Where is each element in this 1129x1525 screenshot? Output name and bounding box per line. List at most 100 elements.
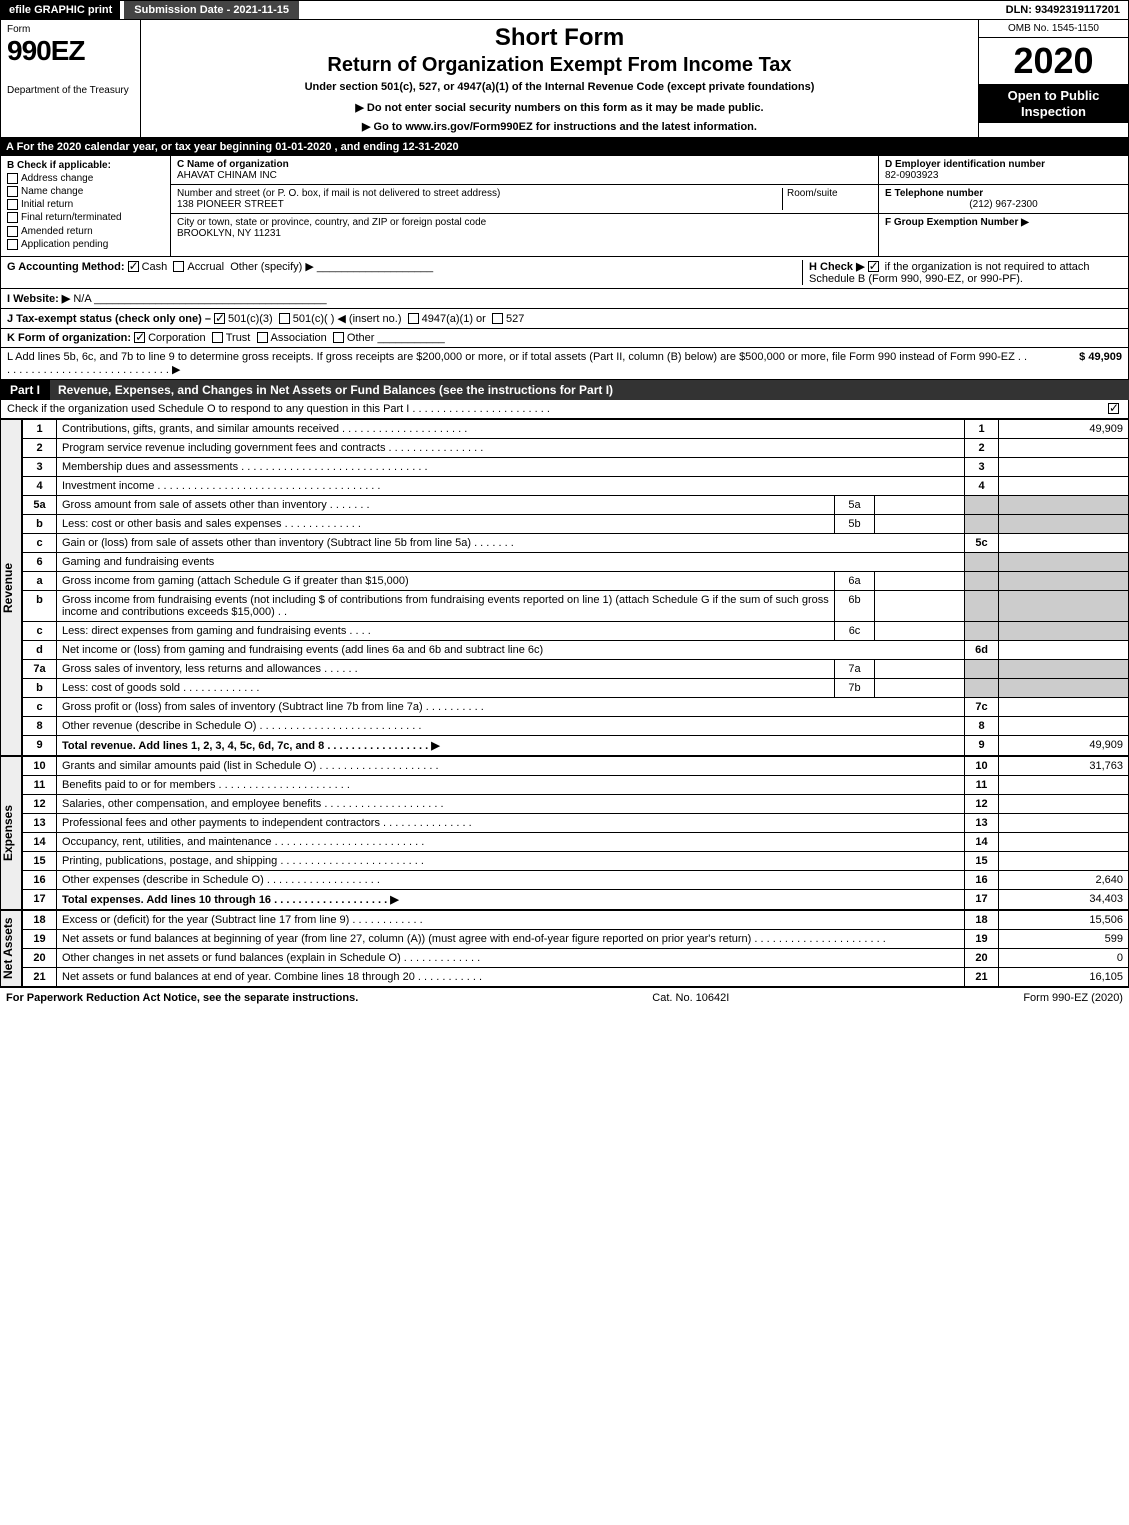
- checkbox-icon[interactable]: [7, 199, 18, 210]
- line-amount: [999, 533, 1129, 552]
- line-ref: 3: [965, 457, 999, 476]
- line-amount: [999, 775, 1129, 794]
- line-11: 11Benefits paid to or for members . . . …: [23, 775, 1129, 794]
- line-amount: [999, 476, 1129, 495]
- checkbox-icon[interactable]: [134, 332, 145, 343]
- f-label: F Group Exemption Number ▶: [885, 217, 1029, 228]
- line-amount: [999, 640, 1129, 659]
- sub-ref: 6c: [835, 621, 875, 640]
- checkbox-icon[interactable]: [333, 332, 344, 343]
- checkbox-icon[interactable]: [868, 261, 879, 272]
- dln-label: DLN: 93492319117201: [998, 1, 1128, 19]
- line-num: 11: [23, 775, 57, 794]
- header-right: OMB No. 1545-1150 2020 Open to Public In…: [978, 20, 1128, 137]
- checkbox-icon[interactable]: [128, 261, 139, 272]
- ein-value: 82-0903923: [885, 170, 1122, 181]
- check-application-pending[interactable]: Application pending: [7, 239, 164, 250]
- check-address-change[interactable]: Address change: [7, 173, 164, 184]
- tax-year: 2020: [979, 38, 1128, 84]
- line-num: 3: [23, 457, 57, 476]
- room-suite: Room/suite: [782, 188, 872, 210]
- g-accounting: G Accounting Method: Cash Accrual Other …: [7, 260, 802, 285]
- checkbox-icon[interactable]: [214, 313, 225, 324]
- revenue-table: 1Contributions, gifts, grants, and simil…: [22, 419, 1129, 756]
- line-amount-shade: [999, 590, 1129, 621]
- check-initial-return[interactable]: Initial return: [7, 199, 164, 210]
- checkbox-icon[interactable]: [7, 239, 18, 250]
- check-name-change[interactable]: Name change: [7, 186, 164, 197]
- line-5c: cGain or (loss) from sale of assets othe…: [23, 533, 1129, 552]
- line-amount: 16,105: [999, 967, 1129, 986]
- line-20: 20Other changes in net assets or fund ba…: [23, 948, 1129, 967]
- header-left: Form 990EZ Department of the Treasury: [1, 20, 141, 137]
- line-num: b: [23, 678, 57, 697]
- checkbox-icon[interactable]: [7, 212, 18, 223]
- line-amount: [999, 457, 1129, 476]
- checkbox-icon[interactable]: [7, 173, 18, 184]
- city-label: City or town, state or province, country…: [177, 217, 872, 228]
- phone-value: (212) 967-2300: [885, 199, 1122, 210]
- line-desc: Net assets or fund balances at end of ye…: [57, 967, 965, 986]
- form-header: Form 990EZ Department of the Treasury Sh…: [0, 20, 1129, 138]
- omb-number: OMB No. 1545-1150: [979, 20, 1128, 38]
- org-info: C Name of organization AHAVAT CHINAM INC…: [171, 156, 878, 256]
- checkbox-icon[interactable]: [7, 186, 18, 197]
- line-amount: 15,506: [999, 910, 1129, 929]
- line-desc: Other revenue (describe in Schedule O) .…: [57, 716, 965, 735]
- l-text: L Add lines 5b, 6c, and 7b to line 9 to …: [7, 351, 1032, 376]
- irs-link-text[interactable]: ▶ Go to www.irs.gov/Form990EZ for instru…: [362, 121, 757, 133]
- line-4: 4Investment income . . . . . . . . . . .…: [23, 476, 1129, 495]
- line-19: 19Net assets or fund balances at beginni…: [23, 929, 1129, 948]
- part-i-label: Part I: [0, 380, 50, 400]
- line-ref: 8: [965, 716, 999, 735]
- line-num: 12: [23, 794, 57, 813]
- check-label: Initial return: [21, 199, 73, 210]
- line-8: 8Other revenue (describe in Schedule O) …: [23, 716, 1129, 735]
- line-ref: 4: [965, 476, 999, 495]
- k-corporation: Corporation: [148, 332, 205, 344]
- netassets-side-label: Net Assets: [0, 910, 22, 987]
- g-label: G Accounting Method:: [7, 261, 125, 273]
- line-ref-shade: [965, 571, 999, 590]
- checkbox-icon[interactable]: [279, 313, 290, 324]
- sub-amount: [875, 590, 965, 621]
- checkbox-icon[interactable]: [257, 332, 268, 343]
- line-desc: Salaries, other compensation, and employ…: [57, 794, 965, 813]
- line-amount: 599: [999, 929, 1129, 948]
- page-footer: For Paperwork Reduction Act Notice, see …: [0, 987, 1129, 1008]
- line-ref: 15: [965, 851, 999, 870]
- efile-label[interactable]: efile GRAPHIC print: [1, 1, 120, 19]
- dept-treasury: Department of the Treasury: [7, 85, 134, 96]
- check-amended-return[interactable]: Amended return: [7, 226, 164, 237]
- line-amount: [999, 851, 1129, 870]
- part-i-header: Part I Revenue, Expenses, and Changes in…: [0, 380, 1129, 400]
- line-2: 2Program service revenue including gover…: [23, 438, 1129, 457]
- line-desc: Grants and similar amounts paid (list in…: [57, 756, 965, 775]
- check-final-return[interactable]: Final return/terminated: [7, 212, 164, 223]
- line-num: c: [23, 533, 57, 552]
- line-num: 8: [23, 716, 57, 735]
- line-6: 6Gaming and fundraising events: [23, 552, 1129, 571]
- line-5a: 5aGross amount from sale of assets other…: [23, 495, 1129, 514]
- sub-amount: [875, 495, 965, 514]
- d-label: D Employer identification number: [885, 159, 1122, 170]
- sub-ref: 6b: [835, 590, 875, 621]
- submission-date: Submission Date - 2021-11-15: [124, 1, 299, 19]
- revenue-side-label: Revenue: [0, 419, 22, 756]
- open-inspection: Open to Public Inspection: [979, 84, 1128, 123]
- j-opt4: 527: [506, 313, 524, 325]
- form-word: Form: [7, 24, 134, 35]
- line-num: 1: [23, 419, 57, 438]
- checkbox-icon[interactable]: [1108, 403, 1119, 414]
- checkbox-icon[interactable]: [408, 313, 419, 324]
- checkbox-icon[interactable]: [173, 261, 184, 272]
- checkbox-icon[interactable]: [492, 313, 503, 324]
- expenses-side-label: Expenses: [0, 756, 22, 910]
- line-num: 4: [23, 476, 57, 495]
- line-desc: Gross income from gaming (attach Schedul…: [57, 571, 835, 590]
- checkbox-icon[interactable]: [7, 226, 18, 237]
- subtitle: Under section 501(c), 527, or 4947(a)(1)…: [149, 81, 970, 93]
- irs-link[interactable]: ▶ Go to www.irs.gov/Form990EZ for instru…: [149, 120, 970, 133]
- checkbox-icon[interactable]: [212, 332, 223, 343]
- line-desc-bold: Total expenses. Add lines 10 through 16 …: [62, 894, 399, 906]
